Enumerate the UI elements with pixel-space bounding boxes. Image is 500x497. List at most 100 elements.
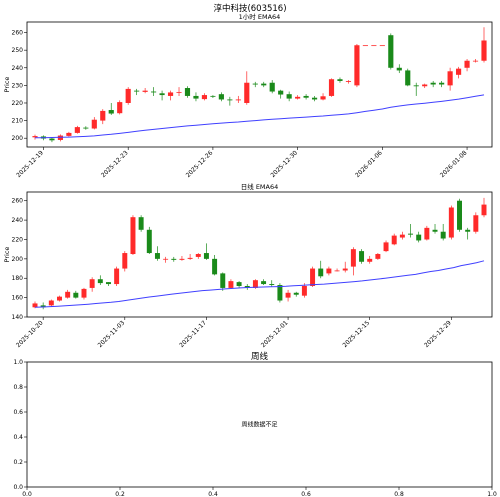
y-tick-label: 1.0	[13, 359, 23, 366]
candle-body-down	[184, 88, 191, 96]
chart-title: 1小时 EMA64	[239, 12, 281, 21]
candle-body-up	[100, 110, 106, 121]
x-tick-label: 2025-11-17	[178, 319, 208, 349]
candle-body-up	[399, 234, 405, 238]
candle-body-down	[105, 282, 111, 285]
candle-body-up	[447, 71, 453, 86]
candle-body-up	[125, 88, 131, 103]
y-tick-label: 0.2	[13, 459, 23, 466]
candle-body-up	[74, 127, 80, 133]
candle-body-down	[159, 93, 165, 96]
candle-body-down	[171, 258, 177, 260]
candle-body-down	[134, 90, 140, 92]
candle-body-up	[66, 132, 72, 136]
x-tick-label: 0.4	[208, 491, 218, 497]
candle-body-down	[430, 82, 436, 85]
y-tick-label: 180	[12, 275, 24, 282]
y-tick-label: 220	[12, 100, 24, 107]
candle-body-down	[396, 67, 402, 71]
candle-body-down	[439, 82, 445, 85]
candle-body-down	[337, 79, 343, 81]
plot-frame	[26, 361, 493, 488]
chart-title: 日线 EMA64	[241, 182, 279, 191]
candle-body-up	[481, 40, 487, 61]
candle-body-up	[167, 92, 174, 96]
plot-frame	[26, 191, 493, 318]
candle-body-up	[345, 80, 352, 82]
chart-title: 周线	[251, 351, 269, 362]
candle-body-up	[179, 258, 185, 260]
candle-body-down	[303, 95, 309, 98]
candle-body-down	[405, 70, 411, 86]
candle-body-up	[228, 281, 234, 288]
x-tick-label: 2025-12-15	[342, 319, 372, 349]
candle-body-up	[285, 292, 291, 298]
y-axis-label: Price	[3, 247, 11, 263]
candle-body-up	[320, 96, 326, 100]
candle-body-up	[48, 300, 54, 306]
candle-body-down	[311, 97, 318, 100]
candle-body-down	[269, 284, 275, 286]
candle-body-down	[457, 200, 462, 230]
candle-body-down	[277, 285, 283, 301]
candle-body-down	[154, 253, 160, 259]
candle-body-down	[465, 229, 471, 232]
candle-body-up	[130, 217, 136, 255]
x-tick-label: 1.0	[487, 491, 497, 497]
candle-body-down	[49, 138, 55, 141]
candle-body-up	[328, 79, 335, 96]
x-tick-label: 2025-12-26	[185, 149, 215, 179]
candle-body-up	[57, 296, 62, 301]
candle-body-down	[203, 253, 209, 259]
candle-body-down	[440, 231, 446, 239]
candle-body-up	[422, 84, 428, 87]
candle-body-down	[138, 217, 144, 230]
x-tick-label: 2025-12-30	[269, 149, 299, 179]
candle-body-up	[235, 99, 241, 101]
candle-body-up	[89, 279, 95, 288]
candle-body-up	[456, 68, 462, 75]
x-tick-label: 2025-12-01	[260, 319, 290, 349]
candle-body-up	[32, 136, 38, 138]
y-tick-label: 260	[12, 198, 24, 205]
y-axis-label: Price	[3, 77, 11, 93]
candle-body-up	[65, 291, 71, 298]
candle-body-up	[91, 119, 97, 129]
candle-body-up	[391, 235, 397, 245]
candle-body-down	[97, 279, 103, 284]
candle-body-down	[293, 292, 299, 295]
y-tick-label: 240	[12, 217, 24, 224]
candle-body-down	[212, 258, 218, 275]
candle-body-down	[269, 82, 275, 92]
candle-body-down	[413, 85, 419, 87]
x-tick-label: 2025-12-19	[15, 149, 45, 179]
candle-body-up	[301, 285, 307, 296]
candle-body-down	[83, 127, 89, 129]
x-tick-label: 0.8	[394, 491, 404, 497]
x-tick-label: 2025-12-23	[100, 149, 130, 179]
candle-body-down	[151, 91, 157, 93]
y-tick-label: 0.8	[13, 384, 23, 391]
candle-body-down	[432, 229, 438, 232]
candle-body-down	[220, 273, 226, 288]
candle-body-down	[218, 94, 224, 100]
y-tick-label: 250	[12, 47, 24, 54]
candle-body-down	[236, 282, 242, 286]
y-tick-label: 140	[12, 314, 24, 321]
candle-body-up	[163, 258, 169, 260]
no-data-message: 周线数据不足	[241, 421, 277, 429]
x-tick-label: 0.0	[22, 491, 32, 497]
plot-frame	[26, 21, 493, 148]
y-tick-label: 160	[12, 295, 24, 302]
candle-body-down	[252, 83, 258, 85]
figure-title: 淳中科技(603516)	[213, 3, 286, 14]
candle-body-up	[362, 45, 368, 47]
candle-body-down	[244, 285, 250, 288]
candle-body-up	[472, 60, 479, 62]
daily-chart-panel: 日线 EMA64 Price 140 160 180 200 220 240 260 2025-1…	[3, 182, 493, 349]
candle-body-up	[334, 270, 340, 272]
candle-body-up	[375, 254, 381, 259]
y-tick-label: 220	[12, 236, 24, 243]
candle-body-up	[117, 102, 123, 114]
